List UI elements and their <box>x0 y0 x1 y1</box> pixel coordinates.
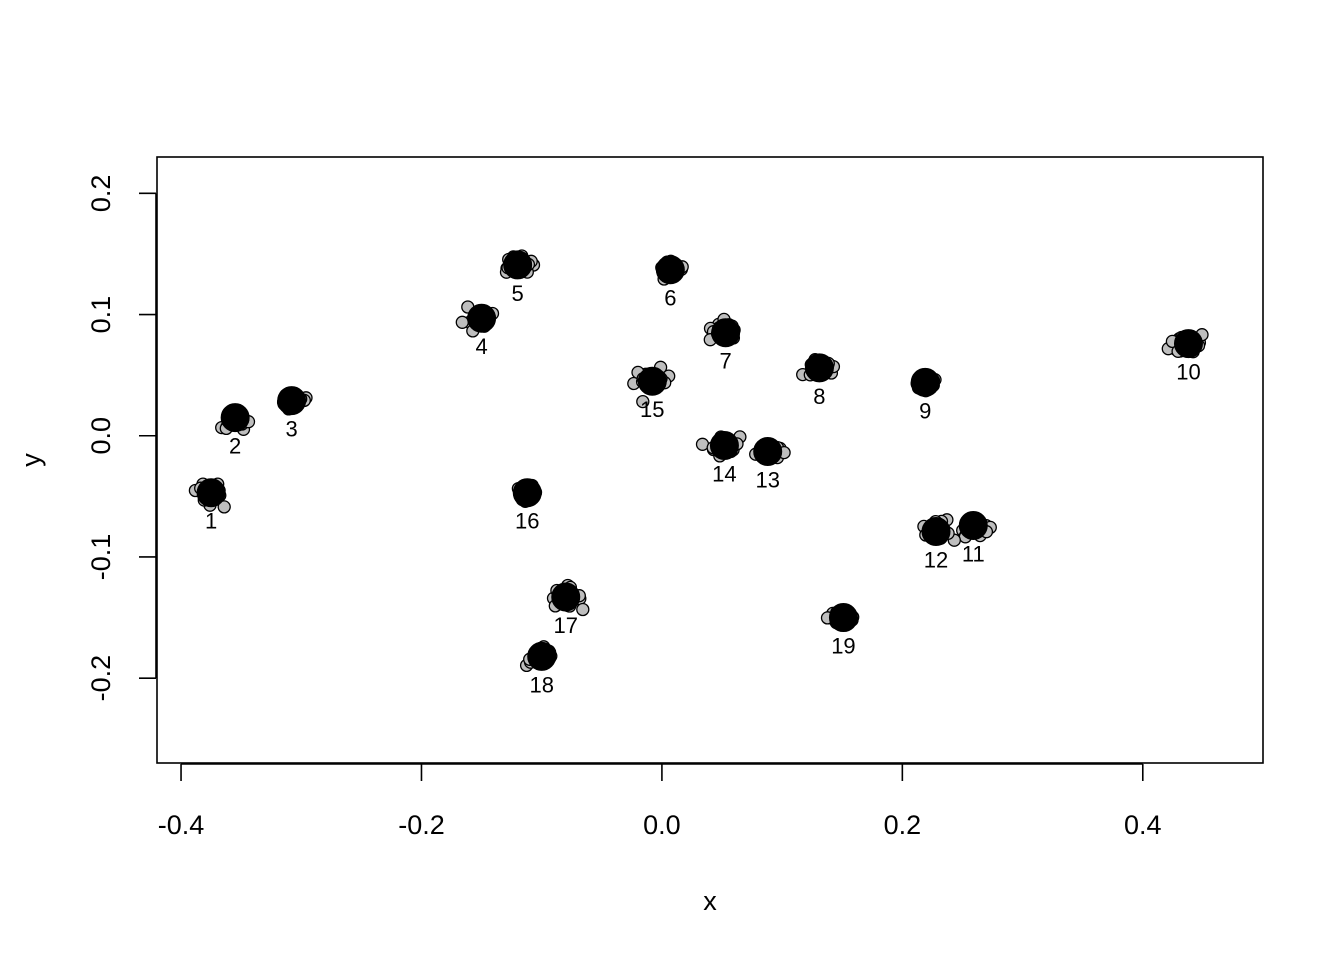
mean-point <box>196 478 226 508</box>
mean-point <box>828 603 858 633</box>
cluster-12 <box>917 514 961 547</box>
cluster-label: 3 <box>286 417 298 442</box>
mean-point <box>1173 329 1203 359</box>
cluster-18 <box>519 640 558 673</box>
y-tick-label: 0.0 <box>86 417 116 455</box>
y-axis: -0.2 -0.1 0.0 0.1 0.2 <box>86 175 157 702</box>
mean-point <box>753 437 783 467</box>
cluster-label: 6 <box>664 286 676 311</box>
x-tick-label: 0.4 <box>1124 810 1162 840</box>
cluster-5 <box>499 249 541 280</box>
mean-point <box>958 510 988 540</box>
cluster-label: 7 <box>720 349 732 374</box>
x-axis-title: x <box>703 886 717 916</box>
mean-point <box>503 250 533 280</box>
mean-point <box>277 386 307 416</box>
cluster-label: 13 <box>755 468 779 493</box>
y-tick-label: 0.2 <box>86 175 116 213</box>
y-tick-label: 0.1 <box>86 296 116 334</box>
cluster-10 <box>1161 328 1209 359</box>
points-layer <box>188 249 1209 673</box>
cluster-label: 12 <box>924 548 948 573</box>
y-tick-label: -0.2 <box>86 655 116 702</box>
cluster-label: 9 <box>919 398 931 423</box>
mean-point <box>512 478 542 508</box>
plot-frame <box>156 156 1264 764</box>
cluster-9 <box>910 367 942 398</box>
cluster-label: 1 <box>205 509 217 534</box>
mean-point <box>467 303 497 333</box>
cluster-label: 17 <box>553 613 577 638</box>
cluster-13 <box>749 437 791 467</box>
cluster-7 <box>703 312 741 348</box>
x-axis: -0.4 -0.2 0.0 0.2 0.4 <box>158 763 1162 840</box>
cluster-label: 5 <box>512 281 524 306</box>
cluster-label: 11 <box>962 541 985 566</box>
mean-point <box>921 517 951 547</box>
mean-point <box>220 403 250 433</box>
replicate-point <box>217 500 231 514</box>
replicate-point <box>636 394 650 409</box>
cluster-label: 18 <box>529 672 553 697</box>
cluster-label: 8 <box>813 384 825 409</box>
replicate-point <box>576 602 590 617</box>
cluster-label: 15 <box>640 397 664 422</box>
cluster-6 <box>655 254 689 286</box>
mean-point <box>804 353 834 383</box>
cluster-17 <box>546 578 590 617</box>
cluster-16 <box>511 478 543 508</box>
mean-point <box>637 366 667 396</box>
cluster-label: 14 <box>712 461 736 486</box>
cluster-8 <box>796 353 841 383</box>
cluster-label: 19 <box>831 634 855 659</box>
mean-point <box>711 318 741 348</box>
cluster-14 <box>695 430 747 463</box>
cluster-4 <box>455 300 500 338</box>
x-tick-label: -0.4 <box>158 810 205 840</box>
cluster-label: 2 <box>229 434 241 459</box>
cluster-11 <box>940 510 997 544</box>
cluster-3 <box>276 386 313 416</box>
cluster-label: 4 <box>475 334 487 359</box>
mean-point <box>551 582 581 612</box>
replicate-point <box>455 315 469 329</box>
x-tick-label: 0.0 <box>643 810 681 840</box>
y-axis-title: y <box>16 453 46 467</box>
cluster-15 <box>627 360 676 409</box>
cluster-1 <box>188 477 231 514</box>
cluster-2 <box>215 403 256 436</box>
cluster-19 <box>820 603 860 633</box>
cluster-label: 10 <box>1176 360 1200 385</box>
y-tick-label: -0.1 <box>86 534 116 581</box>
mean-point <box>527 641 557 671</box>
mean-point <box>655 255 685 285</box>
cluster-label: 16 <box>515 509 539 534</box>
mean-point <box>709 430 739 460</box>
mean-point <box>910 367 940 397</box>
x-tick-label: -0.2 <box>398 810 445 840</box>
x-tick-label: 0.2 <box>884 810 922 840</box>
